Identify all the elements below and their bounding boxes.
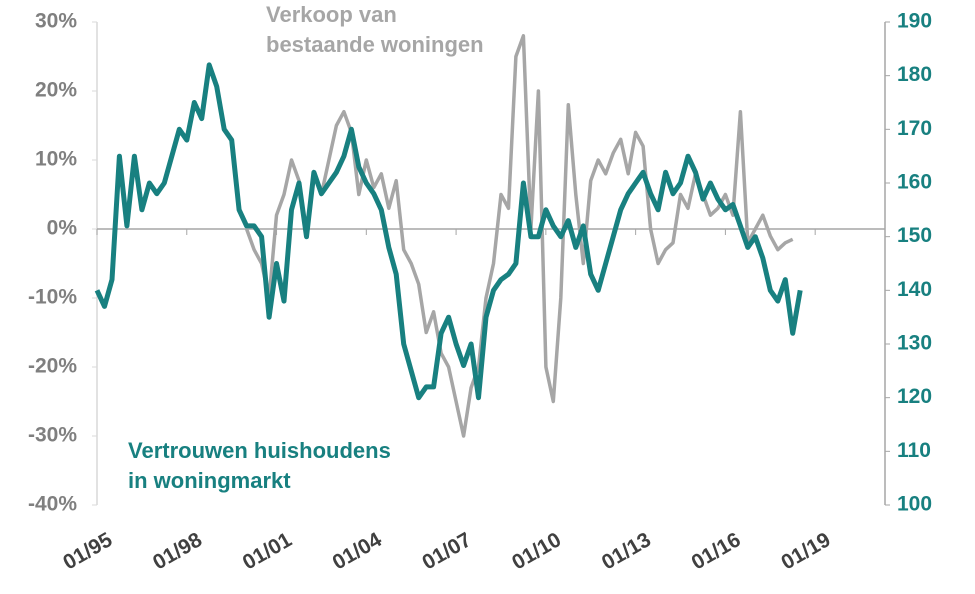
- y2-tick-label: 150: [897, 224, 932, 247]
- x-tick-label: 01/19: [777, 528, 834, 574]
- x-tick-label: 01/98: [149, 528, 206, 574]
- y2-tick-label: 120: [897, 385, 932, 408]
- y2-tick-label: 180: [897, 63, 932, 86]
- series-label: bestaande woningen: [266, 32, 484, 57]
- x-tick-label: 01/07: [418, 528, 475, 574]
- x-tick-label: 01/04: [329, 528, 386, 574]
- y2-tick-label: 130: [897, 332, 932, 355]
- y-tick-label: -10%: [28, 286, 77, 309]
- y-tick-label: 20%: [35, 79, 77, 102]
- y2-tick-label: 140: [897, 278, 932, 301]
- series-label: in woningmarkt: [128, 468, 291, 493]
- y2-tick-label: 160: [897, 171, 932, 194]
- x-tick-label: 01/16: [688, 528, 745, 574]
- x-tick-label: 01/01: [239, 528, 296, 574]
- y2-tick-label: 190: [897, 10, 932, 33]
- series-line: [94, 62, 803, 401]
- series-label: Vertrouwen huishoudens: [128, 438, 391, 463]
- y-tick-label: -20%: [28, 355, 77, 378]
- y-tick-label: 30%: [35, 10, 77, 33]
- y-tick-label: 10%: [35, 148, 77, 171]
- y2-tick-label: 110: [897, 439, 931, 462]
- series-label: Verkoop van: [266, 2, 397, 27]
- y-tick-label: -30%: [28, 424, 77, 447]
- y2-tick-label: 170: [897, 117, 932, 140]
- y-tick-label: 0%: [47, 217, 78, 240]
- y2-tick-label: 100: [897, 493, 932, 516]
- x-tick-label: 01/13: [598, 528, 655, 574]
- y-tick-label: -40%: [28, 493, 77, 516]
- x-tick-label: 01/95: [59, 528, 116, 574]
- x-tick-label: 01/10: [508, 528, 565, 574]
